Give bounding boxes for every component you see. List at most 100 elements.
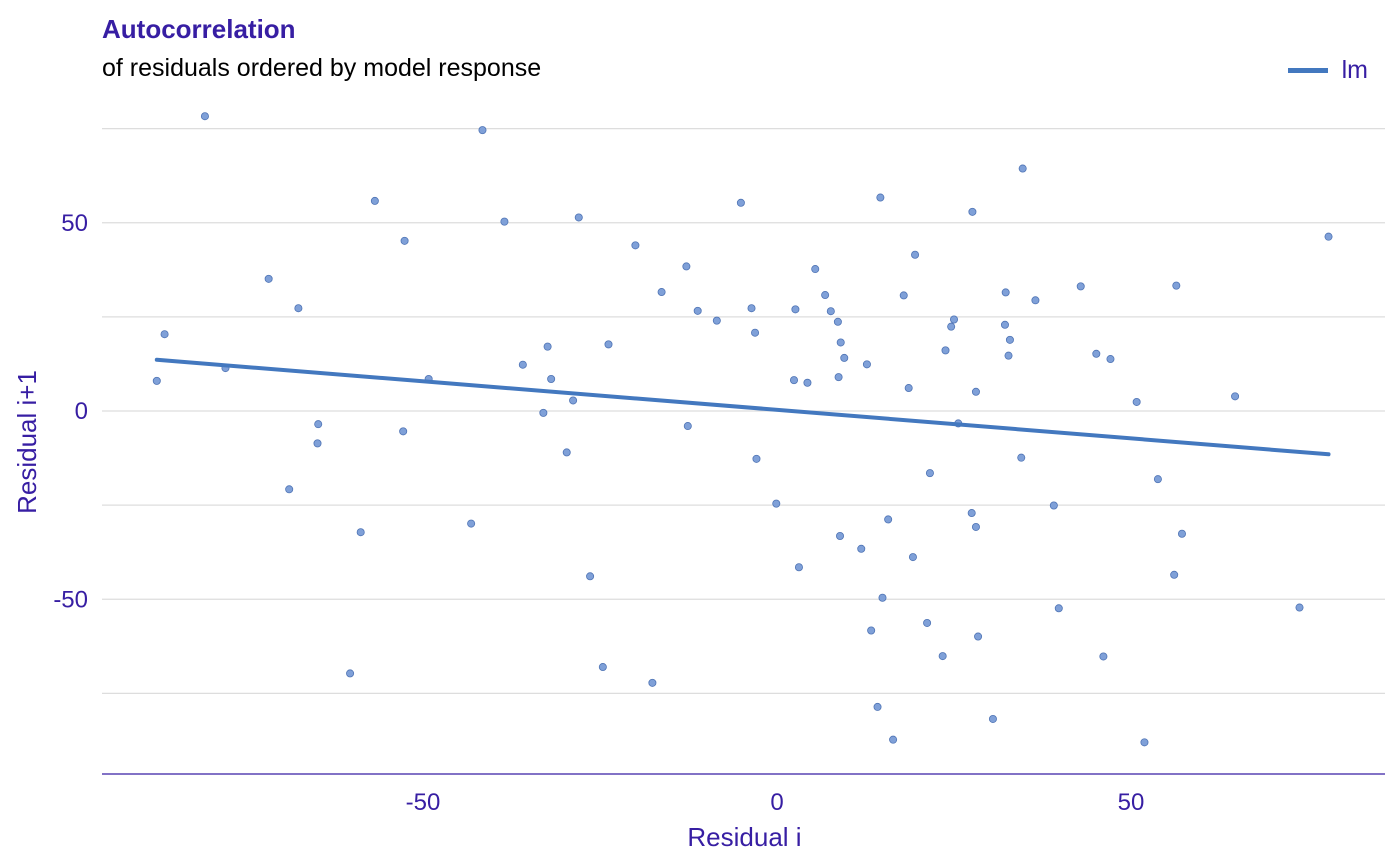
data-point (294, 304, 303, 313)
data-point (1054, 604, 1063, 613)
data-point (1031, 296, 1040, 305)
data-point (857, 544, 866, 553)
data-point (683, 422, 692, 431)
data-point (834, 373, 843, 382)
data-point (285, 485, 294, 494)
data-point (1017, 453, 1026, 462)
x-tick-label: 50 (1118, 789, 1145, 816)
x-tick-label: -50 (406, 789, 441, 816)
data-point (876, 193, 885, 202)
y-tick-label: 50 (61, 210, 88, 237)
data-point (1153, 475, 1162, 484)
data-point (1000, 320, 1009, 329)
data-point (836, 531, 845, 540)
data-point (791, 305, 800, 314)
data-point (1076, 282, 1085, 291)
data-point (314, 420, 323, 429)
data-point (950, 315, 959, 324)
data-point (889, 735, 898, 744)
data-point (399, 427, 408, 436)
data-point (971, 522, 980, 531)
data-point (1106, 355, 1115, 364)
data-point (1049, 501, 1058, 510)
data-point (904, 384, 913, 393)
data-point (539, 408, 548, 417)
data-point (682, 262, 691, 271)
data-point (1092, 349, 1101, 358)
data-point (648, 678, 657, 687)
data-point (1099, 652, 1108, 661)
data-point (1140, 738, 1149, 747)
data-point (160, 330, 169, 339)
data-point (974, 632, 983, 641)
chart-title: Autocorrelation (102, 14, 296, 44)
data-point (586, 572, 595, 581)
data-point (821, 291, 830, 300)
data-point (840, 353, 849, 362)
data-point (1231, 392, 1240, 401)
data-point (1001, 288, 1010, 297)
data-point (356, 528, 365, 537)
y-axis-title: Residual i+1 (12, 370, 42, 514)
y-tick-label: -50 (53, 586, 88, 613)
data-point (400, 236, 409, 245)
chart-subtitle: of residuals ordered by model response (102, 54, 542, 82)
legend-line-swatch (1287, 68, 1328, 73)
data-point (518, 360, 527, 369)
data-point (631, 241, 640, 250)
data-point (794, 563, 803, 572)
data-point (878, 593, 887, 602)
data-point (264, 274, 273, 283)
points (152, 112, 1333, 747)
data-point (826, 307, 835, 316)
data-point (1018, 164, 1027, 173)
data-point (867, 626, 876, 635)
legend-label-lm: lm (1341, 56, 1368, 84)
data-point (152, 376, 161, 385)
data-point (751, 328, 760, 337)
data-point (574, 213, 583, 222)
data-point (693, 306, 702, 315)
data-point (833, 317, 842, 326)
data-point (923, 618, 932, 627)
data-point (604, 340, 613, 349)
data-point (543, 342, 552, 351)
data-point (925, 469, 934, 478)
data-point (1324, 232, 1333, 241)
data-point (752, 454, 761, 463)
regression-line-layer (154, 357, 1331, 457)
data-point (1295, 603, 1304, 612)
data-point (908, 553, 917, 562)
data-point (562, 448, 571, 457)
data-point (873, 702, 882, 711)
grid (102, 127, 1385, 695)
data-point (803, 378, 812, 387)
data-point (789, 376, 798, 385)
data-point (313, 439, 322, 448)
data-point (911, 250, 920, 259)
y-tick-label: 0 (75, 398, 88, 425)
data-point (1170, 570, 1179, 579)
data-point (712, 316, 721, 325)
x-axis-title: Residual i (687, 822, 801, 852)
data-point (200, 112, 209, 121)
data-point (1177, 529, 1186, 538)
data-point (941, 346, 950, 355)
data-point (938, 652, 947, 661)
data-point (569, 396, 578, 405)
data-point (884, 515, 893, 524)
data-point (967, 509, 976, 518)
data-point (1005, 335, 1014, 344)
x-tick-label: 0 (770, 789, 783, 816)
data-point (836, 338, 845, 347)
data-point (370, 196, 379, 205)
data-point (500, 217, 509, 226)
data-point (811, 265, 820, 274)
data-point (1132, 397, 1141, 406)
data-point (736, 198, 745, 207)
tick-labels: -50 0 50 -50 0 50 (53, 210, 1144, 816)
data-point (988, 714, 997, 723)
data-point (346, 669, 355, 678)
data-point (1172, 281, 1181, 290)
